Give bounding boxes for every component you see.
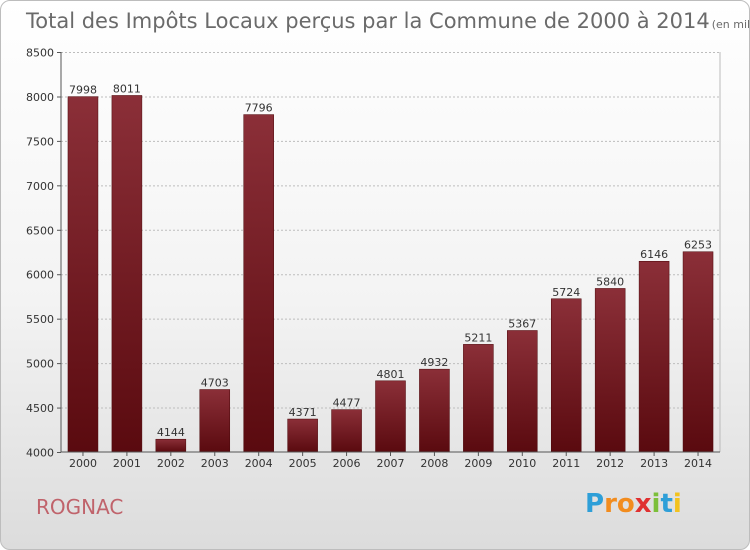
bar (375, 380, 406, 453)
y-tick-label: 5500 (26, 313, 54, 326)
grid-lines (61, 52, 721, 452)
bar (419, 368, 450, 453)
data-label: 4703 (201, 377, 229, 390)
logo-letter: x (634, 489, 652, 519)
chart-title: Total des Impôts Locaux perçus par la Co… (25, 9, 750, 33)
bar (463, 344, 494, 453)
y-tick-label: 6000 (26, 269, 54, 282)
proxiti-logo: Proxiti (585, 489, 682, 519)
logo-letter: t (660, 489, 673, 519)
bar (199, 389, 231, 453)
x-tick-label: 2004 (245, 457, 273, 470)
bar (243, 114, 274, 453)
y-tick-label: 5000 (26, 358, 54, 371)
bar (594, 288, 626, 453)
x-tick-label: 2000 (69, 457, 97, 470)
x-tick-label: 2011 (552, 457, 580, 470)
data-label: 5840 (596, 275, 624, 288)
data-label: 6253 (684, 239, 712, 252)
chart-title-unit: (en milliers d'€) (712, 18, 750, 31)
x-tick-label: 2012 (596, 457, 624, 470)
bar (111, 95, 143, 453)
data-label: 5724 (552, 286, 580, 299)
logo-letter: P (585, 489, 605, 519)
x-tick-label: 2007 (377, 457, 405, 470)
data-label: 8011 (113, 82, 141, 95)
y-tick-label: 8000 (26, 91, 54, 104)
y-tick-label: 4000 (26, 447, 54, 460)
data-label: 6146 (640, 248, 668, 261)
bar (507, 330, 538, 453)
x-tick-label: 2008 (420, 457, 448, 470)
chart-title-main: Total des Impôts Locaux perçus par la Co… (25, 9, 710, 33)
data-label: 7998 (69, 84, 97, 97)
data-label: 4477 (333, 397, 361, 410)
data-label: 5367 (508, 317, 536, 330)
logo-letter: i (672, 489, 682, 519)
bar (682, 251, 714, 453)
x-tick-label: 2002 (157, 457, 185, 470)
bar (331, 409, 362, 453)
x-tick-label: 2014 (684, 457, 712, 470)
y-tick-label: 4500 (26, 402, 54, 415)
x-tick-label: 2003 (201, 457, 229, 470)
x-tick-label: 2006 (333, 457, 361, 470)
x-tick-label: 2009 (464, 457, 492, 470)
bar (550, 298, 582, 453)
x-tick-label: 2010 (508, 457, 536, 470)
x-tick-label: 2005 (289, 457, 317, 470)
data-label: 4932 (420, 356, 448, 369)
bars: 7998 8011 4144 4703 7796 4371 4477 4801 4932 5211… (67, 82, 714, 453)
x-axis: 2000 2001 2002 2003 2004 2005 2006 2007 2008 2009… (61, 451, 720, 470)
x-tick-label: 2013 (640, 457, 668, 470)
logo-letter: i (651, 489, 661, 519)
data-label: 4801 (377, 368, 405, 381)
y-axis: 4000 4500 5000 5500 6000 6500 7000 7500 8000 8500 (26, 47, 62, 460)
x-tick-label: 2001 (113, 457, 141, 470)
logo-letter: o (616, 489, 635, 519)
data-label: 4371 (289, 406, 317, 419)
y-tick-label: 7500 (26, 135, 54, 148)
y-tick-label: 6500 (26, 224, 54, 237)
data-label: 7796 (245, 102, 273, 115)
data-label: 5211 (464, 331, 492, 344)
bar (67, 96, 99, 453)
logo-letter: r (604, 489, 617, 519)
bar (287, 418, 318, 453)
data-label: 4144 (157, 426, 185, 439)
commune-name: ROGNAC (36, 495, 124, 519)
y-tick-label: 7000 (26, 180, 54, 193)
y-tick-label: 8500 (26, 47, 54, 60)
bar (155, 438, 187, 453)
bar (638, 260, 670, 453)
